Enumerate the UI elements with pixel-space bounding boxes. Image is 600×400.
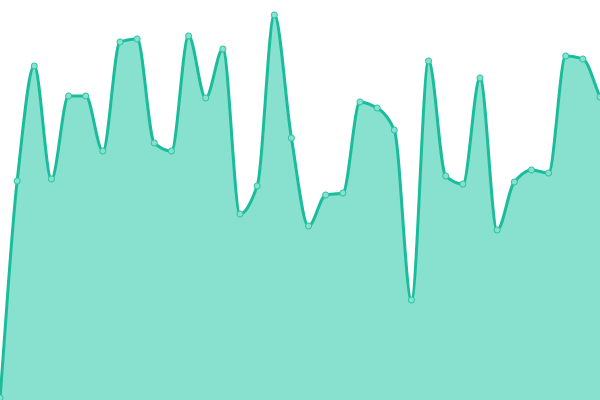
data-point	[116, 38, 124, 46]
data-point	[65, 92, 73, 100]
data-point	[47, 175, 55, 183]
data-point	[579, 55, 587, 63]
data-point	[305, 222, 313, 230]
data-point	[356, 98, 364, 106]
data-point	[390, 126, 398, 134]
data-point	[13, 177, 21, 185]
data-point	[270, 11, 278, 19]
data-point	[425, 57, 433, 65]
data-point	[236, 210, 244, 218]
data-point	[287, 134, 295, 142]
data-point	[596, 93, 600, 101]
data-point	[527, 166, 535, 174]
data-point	[185, 32, 193, 40]
data-point	[339, 189, 347, 197]
data-point	[133, 35, 141, 43]
data-point	[442, 172, 450, 180]
data-point	[202, 94, 210, 102]
data-point	[373, 104, 381, 112]
data-point	[30, 62, 38, 70]
data-point	[82, 92, 90, 100]
data-point	[459, 180, 467, 188]
data-point	[253, 182, 261, 190]
area-fill	[0, 15, 600, 400]
data-point	[219, 45, 227, 53]
data-point	[476, 74, 484, 82]
data-point	[167, 147, 175, 155]
data-point-markers	[0, 11, 600, 400]
data-point	[0, 394, 4, 400]
data-point	[510, 178, 518, 186]
data-point	[322, 191, 330, 199]
data-point	[562, 52, 570, 60]
data-point	[99, 147, 107, 155]
data-point	[150, 139, 158, 147]
data-point	[545, 169, 553, 177]
data-point	[493, 226, 501, 234]
data-point	[407, 296, 415, 304]
